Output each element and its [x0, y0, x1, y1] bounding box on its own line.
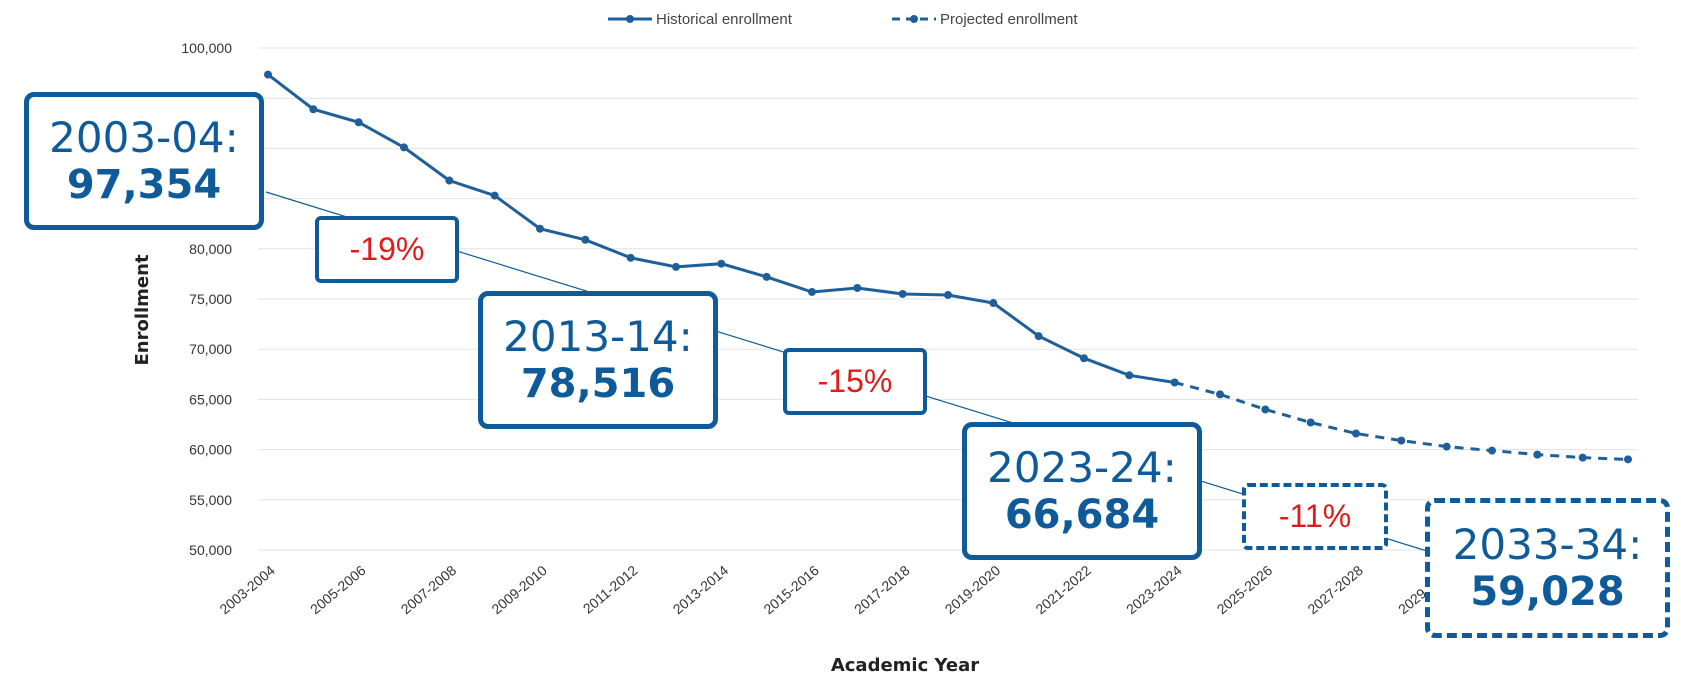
legend-label: Historical enrollment: [656, 11, 793, 28]
x-tick-label: 2003-2004: [216, 562, 278, 617]
x-tick-label: 2021-2022: [1032, 562, 1094, 617]
callout-value: 59,028: [1470, 569, 1625, 616]
change-badge-11: -11%: [1242, 483, 1388, 550]
y-axis-ticks: 50,000 55,000 60,000 65,000 70,000 75,000 80,0…: [181, 40, 232, 558]
y-axis-title: Enrollment: [132, 254, 153, 365]
data-point: [1261, 405, 1270, 414]
data-point: [1352, 429, 1360, 438]
y-tick-label: 65,000: [189, 391, 232, 407]
callout-2033-34: 2033-34: 59,028: [1425, 498, 1670, 638]
legend: Historical enrollment Projected enrollmen…: [608, 11, 1078, 28]
data-point: [944, 290, 952, 299]
data-point: [1488, 446, 1496, 455]
x-tick-label: 2019-2020: [942, 562, 1004, 617]
data-point: [1125, 371, 1134, 380]
callout-2003-04: 2003-04: 97,354: [24, 92, 264, 230]
data-point: [1216, 390, 1224, 399]
series-line-projected: [1174, 381, 1629, 461]
data-point: [1578, 453, 1587, 462]
callout-year: 2013-14:: [503, 311, 693, 361]
data-point: [672, 262, 680, 271]
legend-marker: [626, 15, 634, 23]
data-point: [717, 259, 726, 268]
legend-marker: [910, 15, 918, 23]
x-tick-label: 2025-2026: [1214, 562, 1276, 617]
data-point: [536, 224, 544, 233]
x-tick-label: 2013-2014: [670, 562, 732, 617]
y-tick-label: 75,000: [189, 291, 232, 307]
data-point: [853, 283, 862, 292]
x-tick-label: 2015-2016: [760, 562, 822, 617]
data-point: [808, 287, 816, 296]
data-point: [989, 299, 998, 308]
data-point: [400, 143, 408, 152]
data-point: [762, 272, 771, 281]
y-tick-label: 80,000: [189, 241, 232, 257]
series-layer: [264, 70, 1632, 464]
data-point: [1533, 450, 1542, 459]
data-point: [898, 289, 907, 298]
x-tick-label: 2027-2028: [1304, 562, 1366, 617]
data-point: [1080, 354, 1088, 363]
data-point: [445, 176, 454, 185]
data-point: [1624, 455, 1632, 464]
data-point: [264, 70, 272, 79]
callout-value: 97,354: [66, 162, 222, 209]
legend-label: Projected enrollment: [940, 11, 1078, 28]
data-point: [354, 118, 363, 127]
callout-year: 2023-24:: [987, 442, 1177, 492]
x-tick-label: 2023-2024: [1123, 562, 1185, 617]
data-point: [581, 235, 590, 244]
callout-2023-24: 2023-24: 66,684: [962, 422, 1202, 560]
callout-year: 2003-04:: [49, 112, 239, 162]
callout-2013-14: 2013-14: 78,516: [478, 291, 718, 429]
change-badge-15: -15%: [783, 348, 927, 415]
change-badge-19: -19%: [315, 216, 459, 283]
x-tick-label: 2017-2018: [851, 562, 913, 617]
y-tick-label: 50,000: [189, 542, 232, 558]
callout-year: 2033-34:: [1452, 519, 1643, 569]
x-tick-label: 2005-2006: [307, 562, 369, 617]
data-point: [1442, 442, 1451, 451]
x-tick-label: 2009-2010: [488, 562, 550, 617]
x-axis-ticks: 2003-2004 2005-2006 2007-2008 2009-2010 2011…: [216, 562, 1456, 617]
x-tick-label: 2011-2012: [580, 562, 641, 617]
x-axis-title: Academic Year: [831, 655, 979, 676]
callout-value: 66,684: [1004, 492, 1160, 539]
y-tick-label: 100,000: [181, 40, 232, 56]
x-tick-label: 2007-2008: [398, 562, 460, 617]
y-tick-label: 55,000: [189, 492, 232, 508]
y-tick-label: 70,000: [189, 341, 232, 357]
data-point: [1306, 418, 1315, 427]
y-tick-label: 60,000: [189, 442, 232, 458]
data-point: [490, 191, 499, 200]
data-point: [1397, 436, 1406, 445]
data-point: [626, 253, 635, 262]
data-point: [1034, 332, 1043, 341]
gridlines: [258, 47, 1638, 551]
data-point: [309, 105, 318, 114]
callout-value: 78,516: [520, 361, 676, 408]
